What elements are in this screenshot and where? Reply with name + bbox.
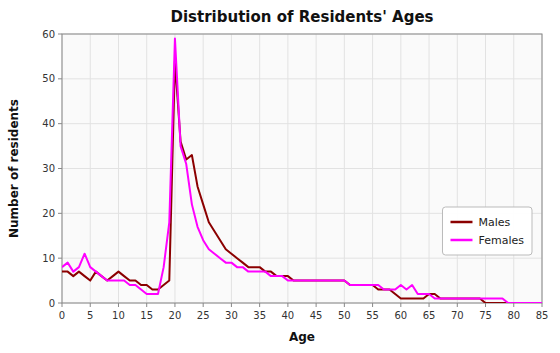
legend-box: [442, 207, 532, 255]
y-tick-label: 20: [42, 208, 55, 219]
x-axis-label: Age: [289, 330, 315, 344]
x-tick: [118, 303, 119, 307]
y-tick-label: 50: [42, 73, 55, 84]
y-tick: [58, 78, 62, 79]
legend-label: Males: [478, 216, 510, 229]
x-tick: [457, 303, 458, 307]
x-tick: [259, 303, 260, 307]
x-tick-label: 35: [253, 310, 266, 321]
y-tick-label: 30: [42, 163, 55, 174]
y-tick-label: 40: [42, 118, 55, 129]
y-tick: [58, 258, 62, 259]
x-tick-label: 25: [197, 310, 210, 321]
y-tick: [58, 123, 62, 124]
x-tick-label: 80: [507, 310, 520, 321]
x-tick: [62, 303, 63, 307]
legend: Males Females: [442, 207, 532, 255]
plot-frame: [62, 34, 542, 303]
x-tick: [174, 303, 175, 307]
chart-container: 0 5 10 15 20 25 30 35 40 45 50 55 60 65 70 75 80 85 0 10 20 3…: [0, 0, 560, 353]
title: Distribution of Residents' Ages: [171, 8, 434, 26]
x-tick: [485, 303, 486, 307]
x-tick-label: 50: [338, 310, 351, 321]
plot-background: [62, 34, 542, 303]
series-line: [62, 38, 542, 303]
y-tick-label: 10: [42, 253, 55, 264]
x-tick-label: 65: [423, 310, 436, 321]
y-grid-line: [62, 78, 542, 79]
x-tick-label: 20: [169, 310, 182, 321]
x-tick-label: 60: [394, 310, 407, 321]
y-tick: [58, 303, 62, 304]
x-tick: [513, 303, 514, 307]
x-tick-label: 40: [282, 310, 295, 321]
legend-label: Females: [478, 234, 524, 247]
axes: 0 5 10 15 20 25 30 35 40 45 50 55 60 65 70 75 80 85 0 10 20 3…: [42, 29, 548, 322]
y-tick: [58, 34, 62, 35]
x-tick: [231, 303, 232, 307]
x-tick: [542, 303, 543, 307]
x-tick-label: 85: [536, 310, 549, 321]
x-tick: [90, 303, 91, 307]
y-axis-label: Number of residents: [7, 99, 21, 238]
x-tick-label: 0: [59, 310, 65, 321]
y-tick: [58, 213, 62, 214]
series-group: [62, 38, 542, 303]
x-tick-label: 30: [225, 310, 238, 321]
chart-svg: 0 5 10 15 20 25 30 35 40 45 50 55 60 65 70 75 80 85 0 10 20 3…: [0, 0, 560, 353]
legend-swatch: [450, 221, 472, 224]
grid: [62, 34, 542, 303]
x-tick: [287, 303, 288, 307]
x-tick: [344, 303, 345, 307]
x-tick-label: 15: [140, 310, 153, 321]
y-grid-line: [62, 123, 542, 124]
x-tick: [372, 303, 373, 307]
x-tick-label: 70: [451, 310, 464, 321]
y-tick-label: 0: [49, 298, 55, 309]
y-grid-line: [62, 258, 542, 259]
y-grid-line: [62, 168, 542, 169]
x-tick: [316, 303, 317, 307]
x-tick-label: 5: [87, 310, 93, 321]
x-tick: [203, 303, 204, 307]
x-tick: [400, 303, 401, 307]
x-tick-label: 10: [112, 310, 125, 321]
x-tick-label: 45: [310, 310, 323, 321]
legend-swatch: [450, 239, 472, 242]
x-tick: [429, 303, 430, 307]
x-tick-label: 55: [366, 310, 379, 321]
series-line: [62, 61, 542, 303]
x-tick-label: 75: [479, 310, 492, 321]
y-tick-label: 60: [42, 29, 55, 40]
y-tick: [58, 168, 62, 169]
x-tick: [146, 303, 147, 307]
